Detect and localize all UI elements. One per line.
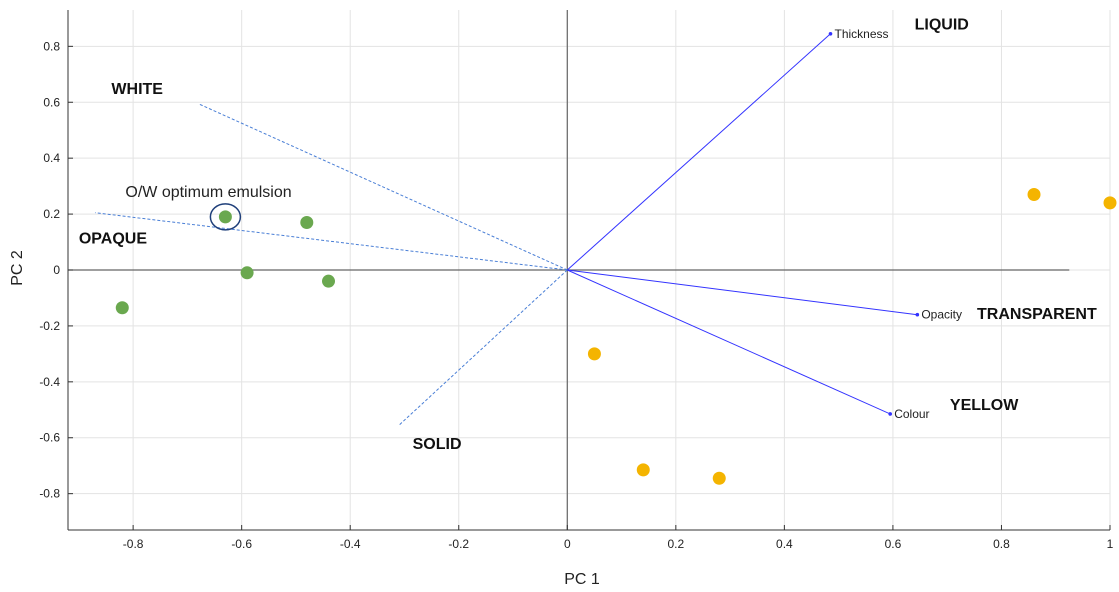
data-point [1027,188,1041,202]
y-tick-label: 0 [53,263,60,277]
x-tick-label: 0.2 [667,537,684,551]
dashed-line [398,269,568,426]
x-tick-label: 0 [564,537,571,551]
x-tick-label: 1 [1107,537,1114,551]
dashed-lines [95,103,568,426]
tick-labels: -0.8 -0.6 -0.4 -0.2 0 0.2 0.4 0.6 0.8 1 0.8 0.6 0.4 0… [39,39,1113,551]
y-tick-label: 0.8 [43,39,60,53]
y-axis-title: PC 2 [9,250,26,286]
annotation-label: OPAQUE [79,230,147,247]
vector-label: Opacity [921,308,962,322]
highlight-circle [209,203,242,231]
loading-vector [566,33,831,271]
data-point [115,301,129,315]
vector-label: Thickness [835,27,889,41]
x-tick-label: -0.8 [123,537,144,551]
annotation-label: WHITE [111,81,163,98]
dashed-line [198,103,568,271]
data-point [240,266,254,280]
y-tick-label: 0.6 [43,95,60,109]
x-tick-label: 0.6 [885,537,902,551]
y-tick-label: -0.4 [39,375,60,389]
loading-vector [567,269,918,316]
vector-tip [828,31,833,36]
annotation-label: LIQUID [915,17,969,34]
x-axis-title: PC 1 [564,571,600,588]
loading-vectors: Thickness Opacity Colour [566,27,962,421]
y-tick-label: 0.2 [43,207,60,221]
vector-label: Colour [894,407,929,421]
data-point [322,274,335,288]
score-points [115,188,1117,485]
loading-vector [567,269,891,415]
data-point [218,210,232,224]
vector-tip [888,412,893,416]
annotation-label: SOLID [413,436,462,453]
data-point [1103,196,1117,210]
y-tick-label: -0.6 [39,431,60,445]
y-tick-label: 0.4 [43,151,60,165]
data-point [587,347,601,361]
data-point [300,215,314,229]
y-tick-label: -0.2 [39,319,60,333]
dashed-line [95,212,568,271]
data-point [712,471,726,485]
annotation-label: TRANSPARENT [977,306,1097,323]
vector-tip [915,312,920,317]
y-tick-label: -0.8 [39,487,60,501]
highlight-label: O/W optimum emulsion [125,184,291,201]
x-tick-label: 0.4 [776,537,793,551]
x-tick-label: 0.8 [993,537,1010,551]
data-point [636,463,650,477]
x-tick-label: -0.2 [448,537,469,551]
grid [68,10,1111,530]
x-tick-label: -0.4 [340,537,361,551]
x-tick-label: -0.6 [231,537,252,551]
annotations: O/W optimum emulsion LIQUID WHITE OPAQUE TRA… [79,17,1097,453]
annotation-label: YELLOW [950,397,1019,414]
